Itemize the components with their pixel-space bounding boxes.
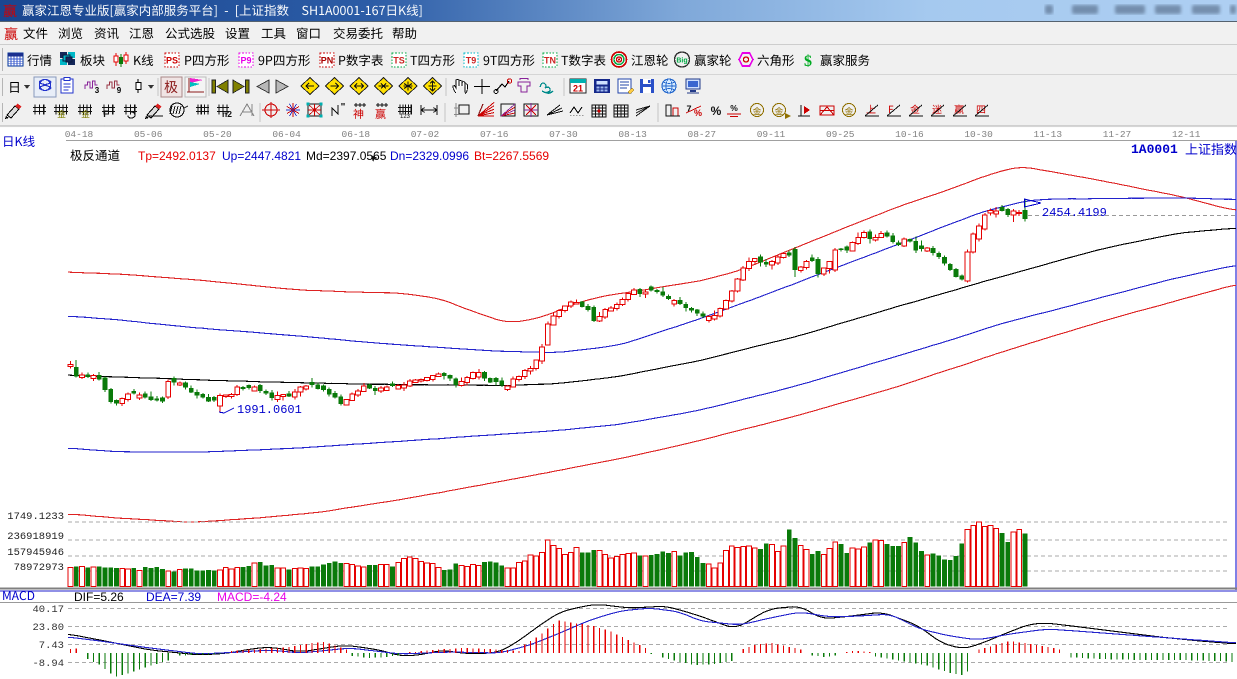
- svg-text:TS: TS: [393, 56, 405, 66]
- svg-text:236918919: 236918919: [7, 531, 64, 543]
- svg-text:DEA=7.39: DEA=7.39: [146, 590, 201, 604]
- svg-text:Bt=2267.5569: Bt=2267.5569: [474, 149, 549, 163]
- svg-text:23.80: 23.80: [32, 622, 64, 634]
- svg-text:P9: P9: [240, 56, 251, 66]
- svg-text:08-27: 08-27: [688, 129, 717, 140]
- svg-text:09-11: 09-11: [757, 129, 786, 140]
- svg-text:05-06: 05-06: [134, 129, 163, 140]
- svg-text:09-25: 09-25: [826, 129, 855, 140]
- svg-text:07-16: 07-16: [480, 129, 509, 140]
- svg-text:%: %: [711, 104, 722, 118]
- svg-text:TN: TN: [544, 56, 556, 66]
- svg-text:40.17: 40.17: [32, 604, 64, 616]
- svg-text:10-30: 10-30: [964, 129, 993, 140]
- svg-text:n2: n2: [222, 109, 232, 119]
- svg-text:Tp=2492.0137: Tp=2492.0137: [138, 149, 216, 163]
- svg-text:3: 3: [95, 86, 100, 95]
- svg-text:123: 123: [400, 114, 411, 120]
- svg-text:DIF=5.26: DIF=5.26: [74, 590, 124, 604]
- svg-text:-8.94: -8.94: [32, 658, 64, 670]
- svg-text:08-13: 08-13: [618, 129, 647, 140]
- svg-text:11-13: 11-13: [1034, 129, 1063, 140]
- svg-text:Dn=2329.0996: Dn=2329.0996: [390, 149, 469, 163]
- svg-text:05-20: 05-20: [203, 129, 232, 140]
- svg-text:7.43: 7.43: [39, 640, 64, 652]
- svg-text:78972973: 78972973: [14, 562, 64, 574]
- svg-text:157945946: 157945946: [7, 547, 64, 559]
- svg-text:MACD=-4.24: MACD=-4.24: [217, 590, 287, 604]
- svg-text:04-18: 04-18: [65, 129, 94, 140]
- svg-text:PN: PN: [321, 56, 334, 66]
- svg-text:$: $: [804, 53, 812, 70]
- svg-text:07-02: 07-02: [411, 129, 440, 140]
- svg-text:9: 9: [117, 86, 122, 95]
- svg-text:%: %: [694, 108, 702, 118]
- svg-text:21: 21: [573, 84, 583, 94]
- svg-text:2454.4199: 2454.4199: [1042, 206, 1107, 220]
- svg-text:07-30: 07-30: [549, 129, 578, 140]
- svg-text:F: F: [103, 109, 109, 119]
- svg-text:7: 7: [686, 104, 691, 114]
- svg-text:06-18: 06-18: [342, 129, 371, 140]
- svg-text:": ": [341, 102, 346, 113]
- svg-text:1749.1233: 1749.1233: [7, 511, 64, 523]
- svg-text:T9: T9: [466, 56, 477, 66]
- svg-text:1991.0601: 1991.0601: [237, 403, 302, 417]
- svg-text:%: %: [730, 103, 738, 113]
- svg-text:PS: PS: [166, 56, 178, 66]
- svg-text:10-16: 10-16: [895, 129, 924, 140]
- svg-text:11-27: 11-27: [1103, 129, 1132, 140]
- svg-text:Up=2447.4821: Up=2447.4821: [222, 149, 301, 163]
- svg-text:Md=2397.0565: Md=2397.0565: [306, 149, 387, 163]
- svg-text:Big: Big: [676, 58, 687, 65]
- svg-text:06-04: 06-04: [272, 129, 301, 140]
- svg-text:12-11: 12-11: [1172, 129, 1201, 140]
- svg-text:1A0001: 1A0001: [1131, 142, 1178, 157]
